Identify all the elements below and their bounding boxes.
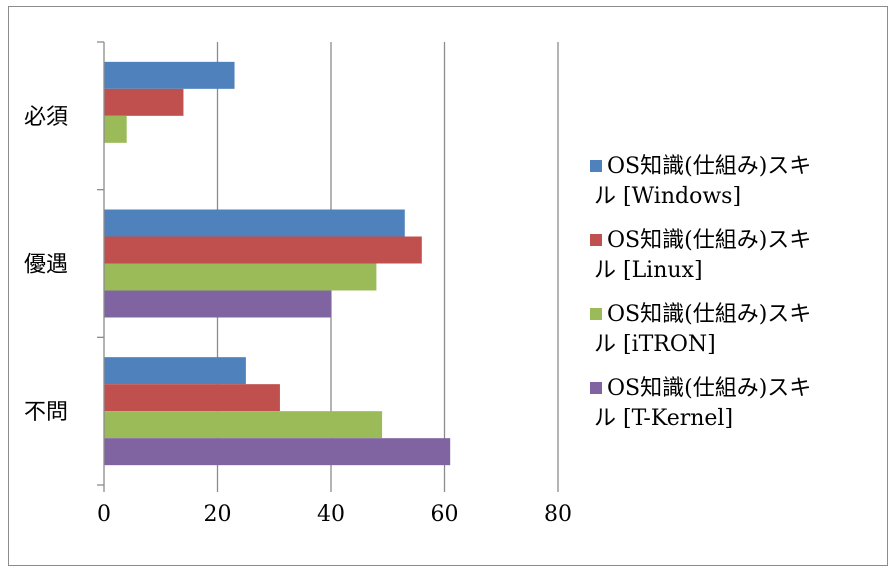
bar bbox=[104, 357, 246, 385]
legend-label: ル [T-Kernel] bbox=[594, 406, 733, 431]
x-tick-label: 20 bbox=[204, 502, 232, 527]
legend: OS知識(仕組み)スキル [Windows]OS知識(仕組み)スキル [Linu… bbox=[590, 154, 811, 431]
legend-swatch bbox=[590, 308, 602, 320]
category-label: 不問 bbox=[24, 400, 68, 425]
legend-label: OS知識(仕組み)スキ bbox=[607, 228, 811, 253]
bar bbox=[104, 61, 235, 89]
x-tick-label: 60 bbox=[431, 502, 459, 527]
legend-label: OS知識(仕組み)スキ bbox=[607, 376, 811, 401]
bar bbox=[104, 263, 377, 291]
bars bbox=[104, 61, 451, 466]
legend-swatch bbox=[590, 234, 602, 246]
bar bbox=[104, 115, 127, 143]
x-tick-label: 0 bbox=[97, 502, 111, 527]
axes bbox=[97, 41, 559, 492]
x-tick-label: 80 bbox=[544, 502, 572, 527]
legend-label: ル [iTRON] bbox=[594, 332, 716, 357]
bar bbox=[104, 411, 383, 439]
legend-label: OS知識(仕組み)スキ bbox=[607, 302, 811, 327]
legend-label: ル [Linux] bbox=[594, 258, 703, 283]
bar bbox=[104, 438, 451, 466]
legend-label: ル [Windows] bbox=[594, 184, 741, 209]
bar bbox=[104, 209, 405, 237]
bar bbox=[104, 384, 280, 412]
category-label: 必須 bbox=[24, 105, 68, 130]
bar bbox=[104, 290, 331, 318]
bar bbox=[104, 88, 184, 116]
bar bbox=[104, 236, 422, 264]
legend-swatch bbox=[590, 382, 602, 394]
legend-label: OS知識(仕組み)スキ bbox=[607, 154, 811, 179]
x-tick-label: 40 bbox=[317, 502, 345, 527]
category-label: 優遇 bbox=[24, 253, 68, 278]
legend-swatch bbox=[590, 160, 602, 172]
